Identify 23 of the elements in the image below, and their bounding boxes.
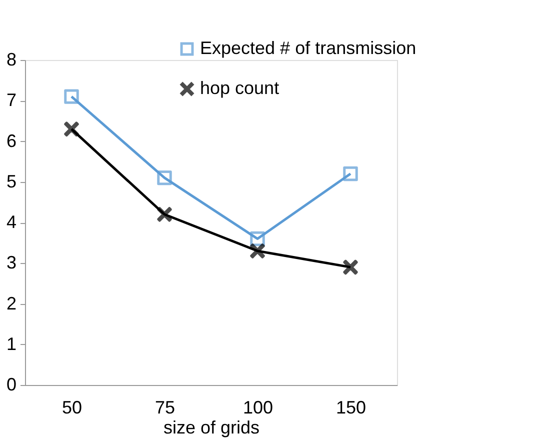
legend-label: Expected # of transmission xyxy=(200,38,416,58)
y-tick-label: 6 xyxy=(6,130,16,151)
x-tick-label: 75 xyxy=(154,398,176,418)
y-tick-label: 7 xyxy=(6,90,16,110)
y-tick-label: 1 xyxy=(6,334,16,354)
point xyxy=(157,207,172,222)
x-tick-label: 100 xyxy=(242,398,274,418)
legend-label: hop count xyxy=(200,78,280,98)
y-tick-label: 8 xyxy=(6,50,16,70)
point xyxy=(343,260,358,275)
point xyxy=(157,170,172,186)
y-tick-label: 5 xyxy=(6,171,16,192)
y-tick-label: 4 xyxy=(6,212,16,232)
y-tick-label: 3 xyxy=(6,252,16,273)
x-tick-label: 50 xyxy=(62,398,82,418)
point xyxy=(250,244,265,258)
y-tick-label: 2 xyxy=(6,293,16,314)
x-axis-title: size of grids xyxy=(163,418,260,438)
point xyxy=(343,166,358,182)
point xyxy=(64,122,79,136)
y-tick-label: 0 xyxy=(6,374,16,394)
x-tick-label: 150 xyxy=(336,398,366,418)
point xyxy=(64,89,79,104)
